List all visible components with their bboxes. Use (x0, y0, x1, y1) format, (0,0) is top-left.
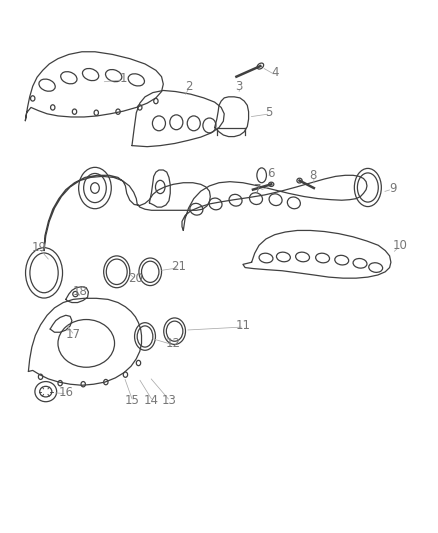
Text: 7: 7 (254, 183, 262, 196)
Text: 1: 1 (120, 72, 127, 85)
Text: 16: 16 (58, 386, 73, 399)
Text: 12: 12 (166, 337, 181, 350)
Text: 9: 9 (389, 182, 397, 195)
Text: 10: 10 (392, 239, 407, 252)
Text: 18: 18 (73, 286, 88, 298)
Text: 20: 20 (128, 272, 143, 285)
Text: 13: 13 (162, 393, 177, 407)
Text: 4: 4 (272, 67, 279, 79)
Text: 17: 17 (66, 328, 81, 341)
Text: 6: 6 (268, 167, 275, 180)
Text: 19: 19 (32, 241, 46, 254)
Text: 21: 21 (171, 260, 187, 273)
Text: 11: 11 (236, 319, 251, 333)
Text: 15: 15 (124, 393, 139, 407)
Text: 2: 2 (185, 80, 192, 93)
Text: 5: 5 (265, 106, 273, 119)
Text: 8: 8 (309, 169, 316, 182)
Text: 3: 3 (235, 80, 242, 93)
Text: 14: 14 (144, 393, 159, 407)
